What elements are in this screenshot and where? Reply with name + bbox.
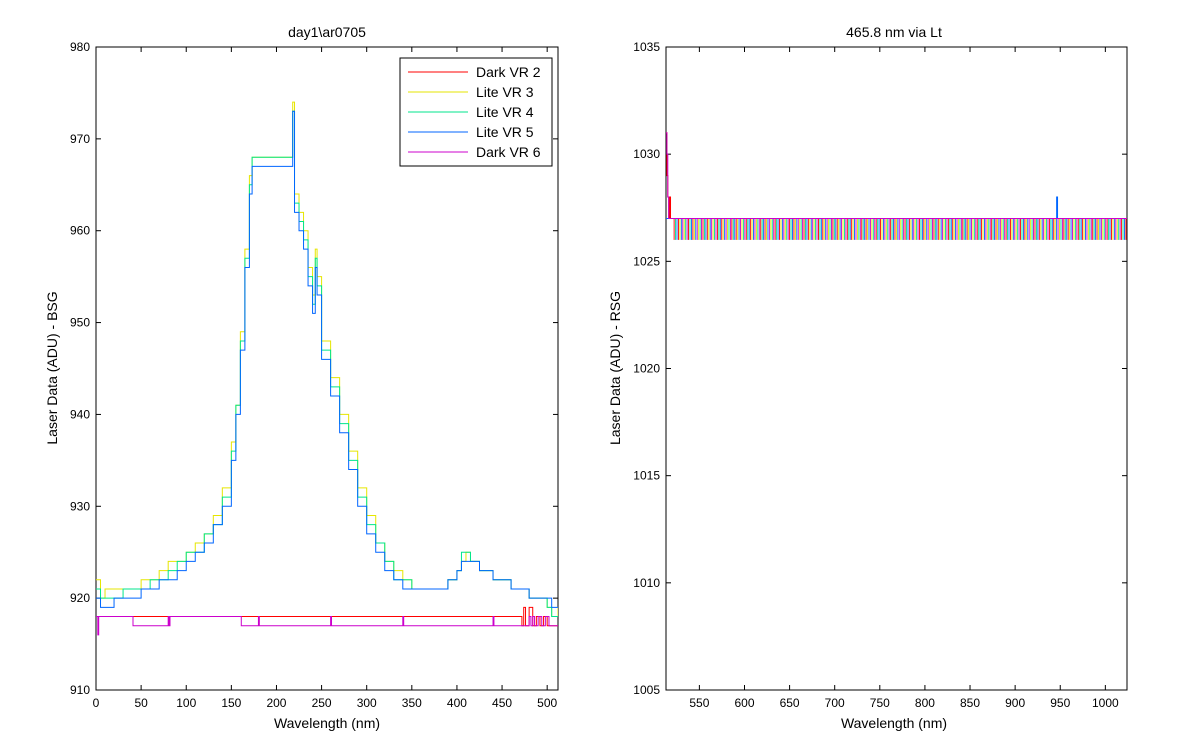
left-x-tick-label: 300 xyxy=(357,696,377,710)
right-x-tick-label: 900 xyxy=(1005,696,1025,710)
left-y-tick-label: 970 xyxy=(70,132,90,146)
right-x-tick-label: 800 xyxy=(915,696,935,710)
left-x-tick-label: 0 xyxy=(93,696,100,710)
legend: Dark VR 2 Lite VR 3 Lite VR 4 Lite VR 5 Dark… xyxy=(399,57,553,167)
left-y-axis-label: Laser Data (ADU) - BSG xyxy=(44,291,60,444)
right-x-tick-label: 850 xyxy=(960,696,980,710)
left-x-tick-label: 50 xyxy=(134,696,148,710)
left-x-tick-label: 100 xyxy=(176,696,196,710)
right-x-tick-label: 700 xyxy=(825,696,845,710)
legend-label: Dark VR 2 xyxy=(476,64,541,80)
right-series-group xyxy=(666,132,1127,240)
legend-label: Lite VR 4 xyxy=(476,104,534,120)
right-y-tick-label: 1010 xyxy=(633,576,660,590)
right-y-tick-label: 1020 xyxy=(633,362,660,376)
plot-layer: 0 50 100 150 200 250 300 350 400 450 500 910 920 930 9… xyxy=(70,40,1128,710)
left-chart-title: day1\ar0705 xyxy=(288,24,366,40)
legend-label: Lite VR 3 xyxy=(476,84,534,100)
left-y-tick-label: 930 xyxy=(70,499,90,513)
right-x-axis-label: Wavelength (nm) xyxy=(841,715,947,731)
right-x-tick-label: 550 xyxy=(689,696,709,710)
left-y-tick-label: 940 xyxy=(70,407,90,421)
left-x-tick-label: 150 xyxy=(221,696,241,710)
right-x-tick-label: 1000 xyxy=(1092,696,1119,710)
left-x-tick-label: 350 xyxy=(402,696,422,710)
left-y-tick-label: 980 xyxy=(70,40,90,54)
right-y-tick-label: 1015 xyxy=(633,469,660,483)
right-plot-frame xyxy=(665,46,1128,691)
left-x-tick-label: 200 xyxy=(266,696,286,710)
legend-label: Dark VR 6 xyxy=(476,144,541,160)
right-y-tick-label: 1035 xyxy=(633,40,660,54)
left-series-line-4 xyxy=(96,616,558,636)
right-x-tick-label: 950 xyxy=(1050,696,1070,710)
right-y-tick-label: 1005 xyxy=(633,683,660,697)
right-series-line-4 xyxy=(666,132,1127,219)
right-x-tick-label: 750 xyxy=(870,696,890,710)
left-x-tick-label: 450 xyxy=(492,696,512,710)
left-y-tick-label: 950 xyxy=(70,316,90,330)
left-x-axis-label: Wavelength (nm) xyxy=(274,715,380,731)
right-x-tick-label: 650 xyxy=(780,696,800,710)
right-y-tick-label: 1025 xyxy=(633,254,660,268)
right-chart-title: 465.8 nm via Lt xyxy=(846,24,942,40)
left-x-tick-label: 400 xyxy=(447,696,467,710)
left-y-tick-label: 960 xyxy=(70,224,90,238)
right-x-tick-label: 600 xyxy=(734,696,754,710)
right-y-axis-label: Laser Data (ADU) - RSG xyxy=(607,291,623,445)
right-y-tick-label: 1030 xyxy=(633,147,660,161)
left-y-tick-label: 910 xyxy=(70,683,90,697)
left-y-tick-label: 920 xyxy=(70,591,90,605)
left-series-group xyxy=(96,101,558,636)
left-series-line-3 xyxy=(96,110,558,608)
left-x-tick-label: 500 xyxy=(537,696,557,710)
left-x-tick-label: 250 xyxy=(312,696,332,710)
legend-label: Lite VR 5 xyxy=(476,124,534,140)
